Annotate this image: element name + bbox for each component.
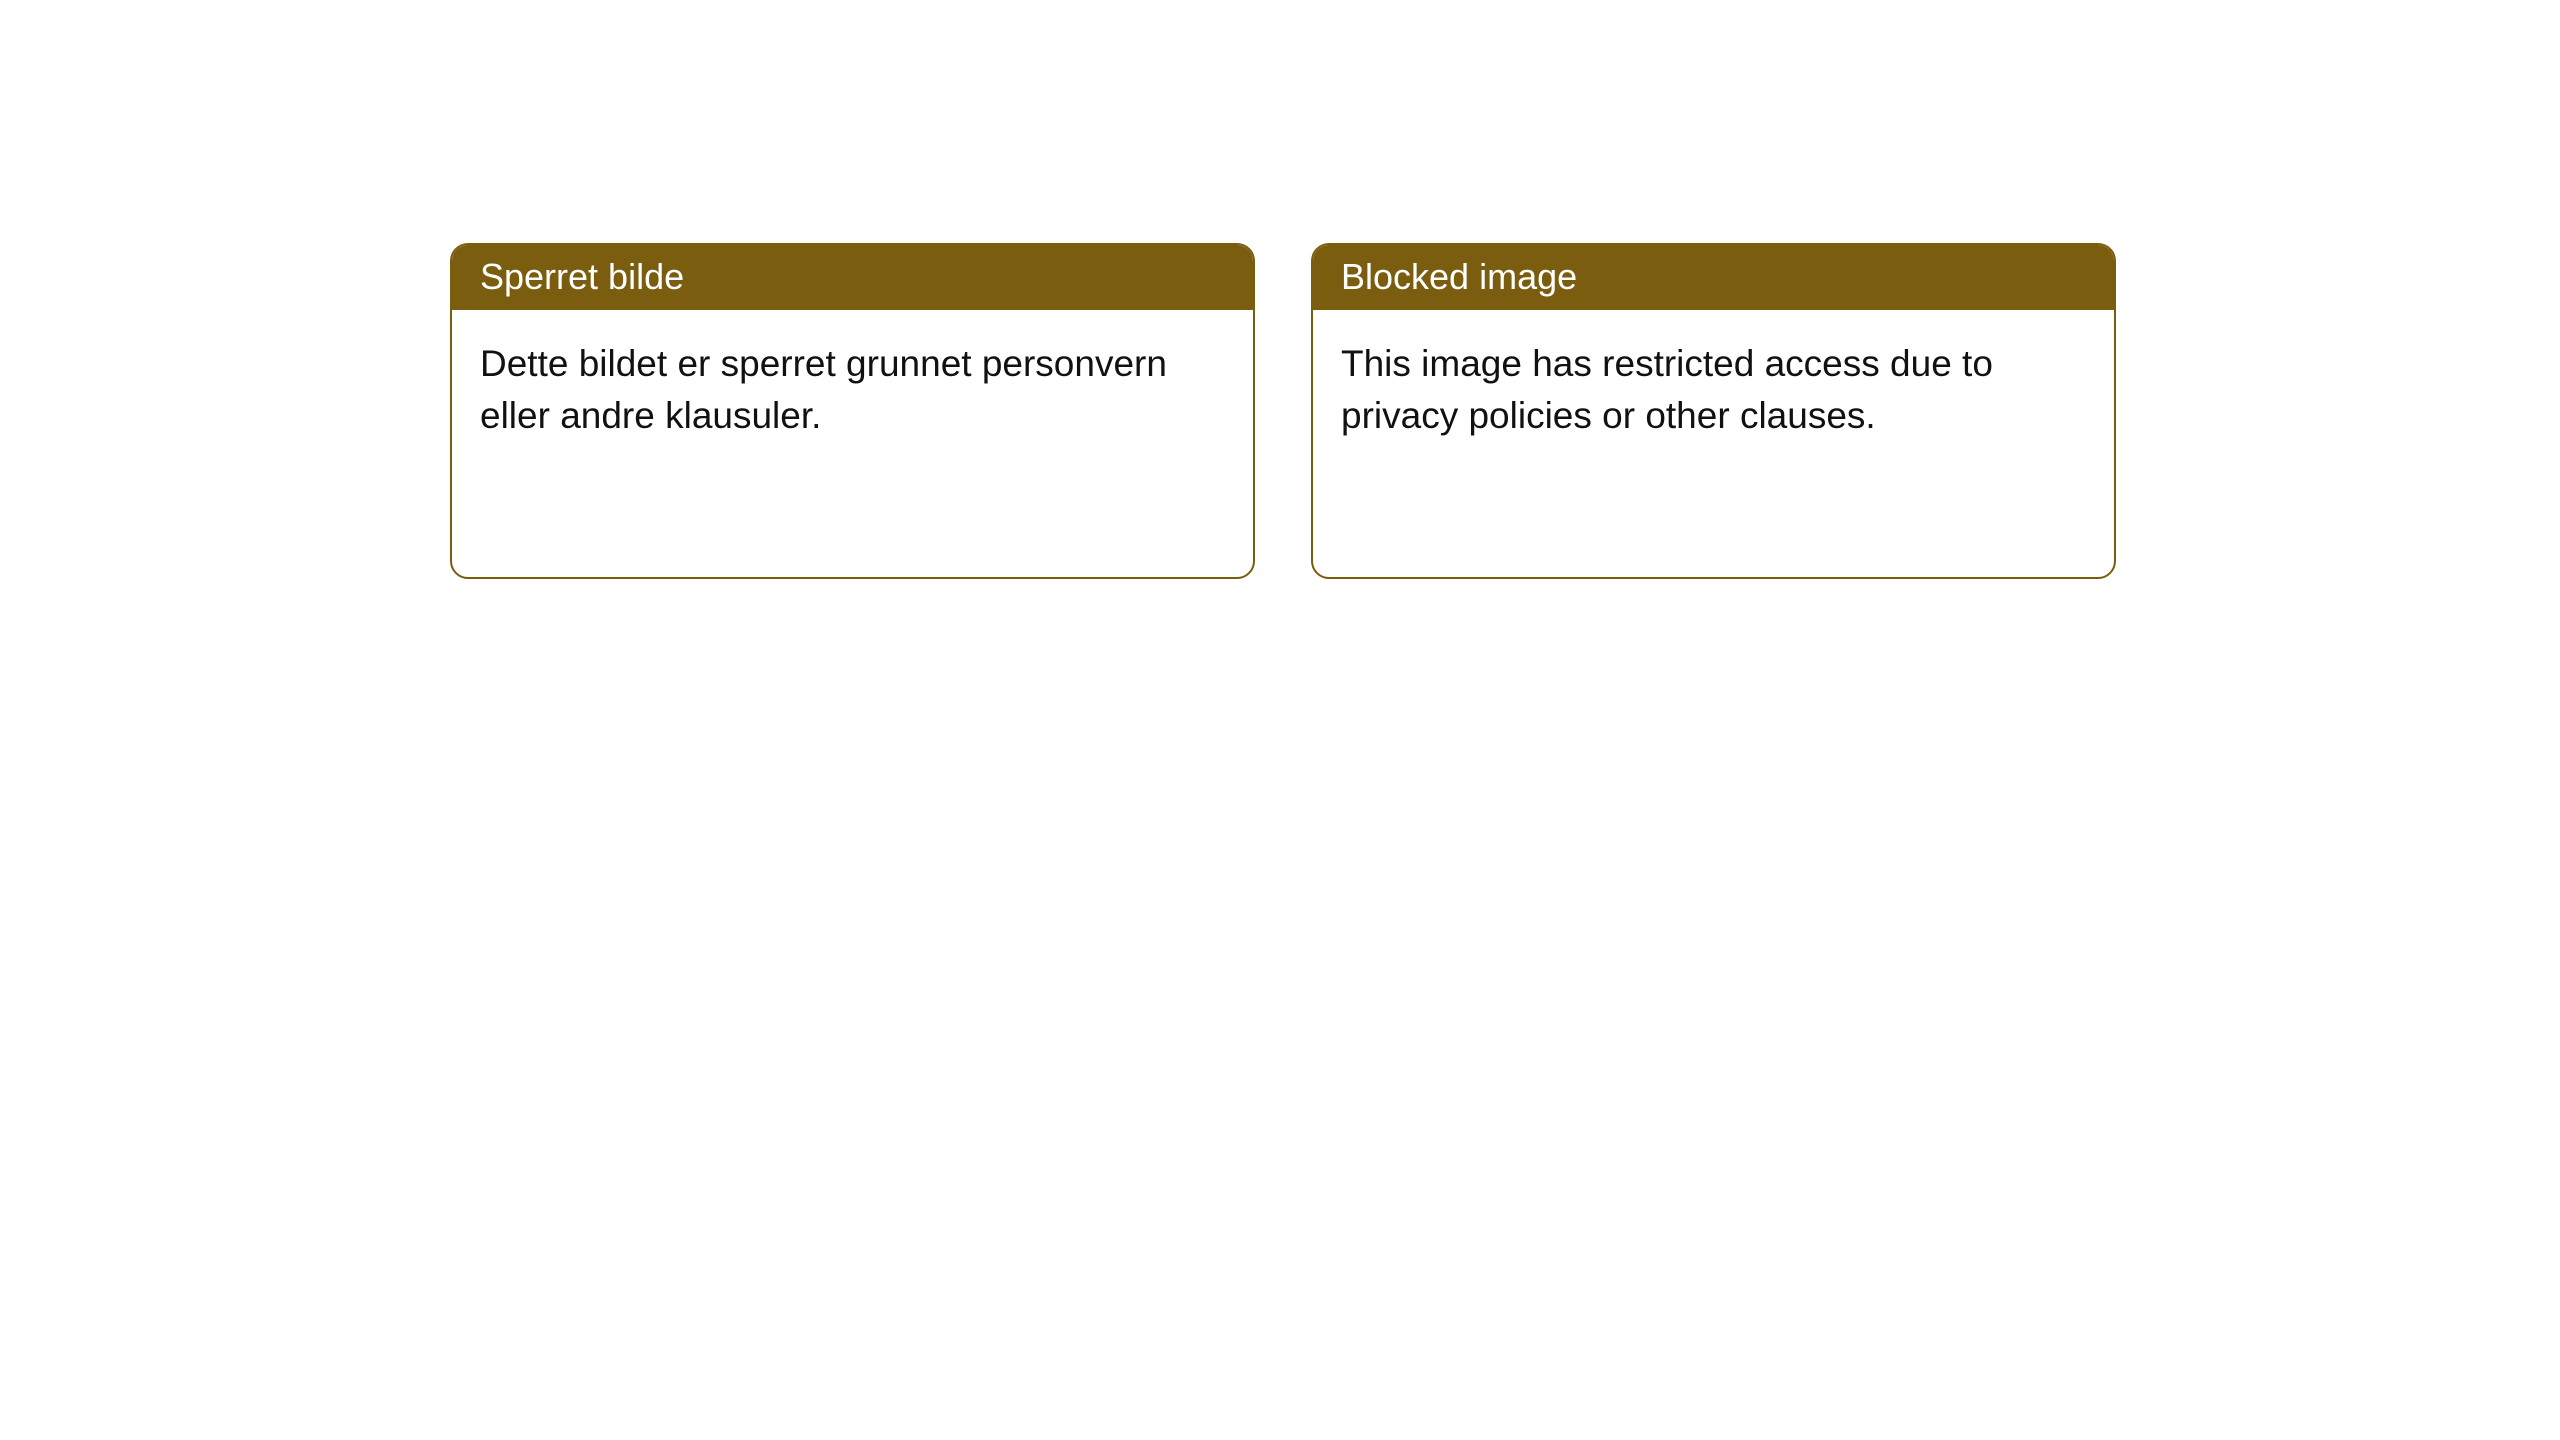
blocked-image-card-english: Blocked image This image has restricted … bbox=[1311, 243, 2116, 579]
card-body-english: This image has restricted access due to … bbox=[1313, 310, 2114, 470]
card-body-norwegian: Dette bildet er sperret grunnet personve… bbox=[452, 310, 1253, 470]
notice-cards-container: Sperret bilde Dette bildet er sperret gr… bbox=[0, 0, 2560, 579]
card-header-english: Blocked image bbox=[1313, 245, 2114, 310]
card-header-norwegian: Sperret bilde bbox=[452, 245, 1253, 310]
blocked-image-card-norwegian: Sperret bilde Dette bildet er sperret gr… bbox=[450, 243, 1255, 579]
